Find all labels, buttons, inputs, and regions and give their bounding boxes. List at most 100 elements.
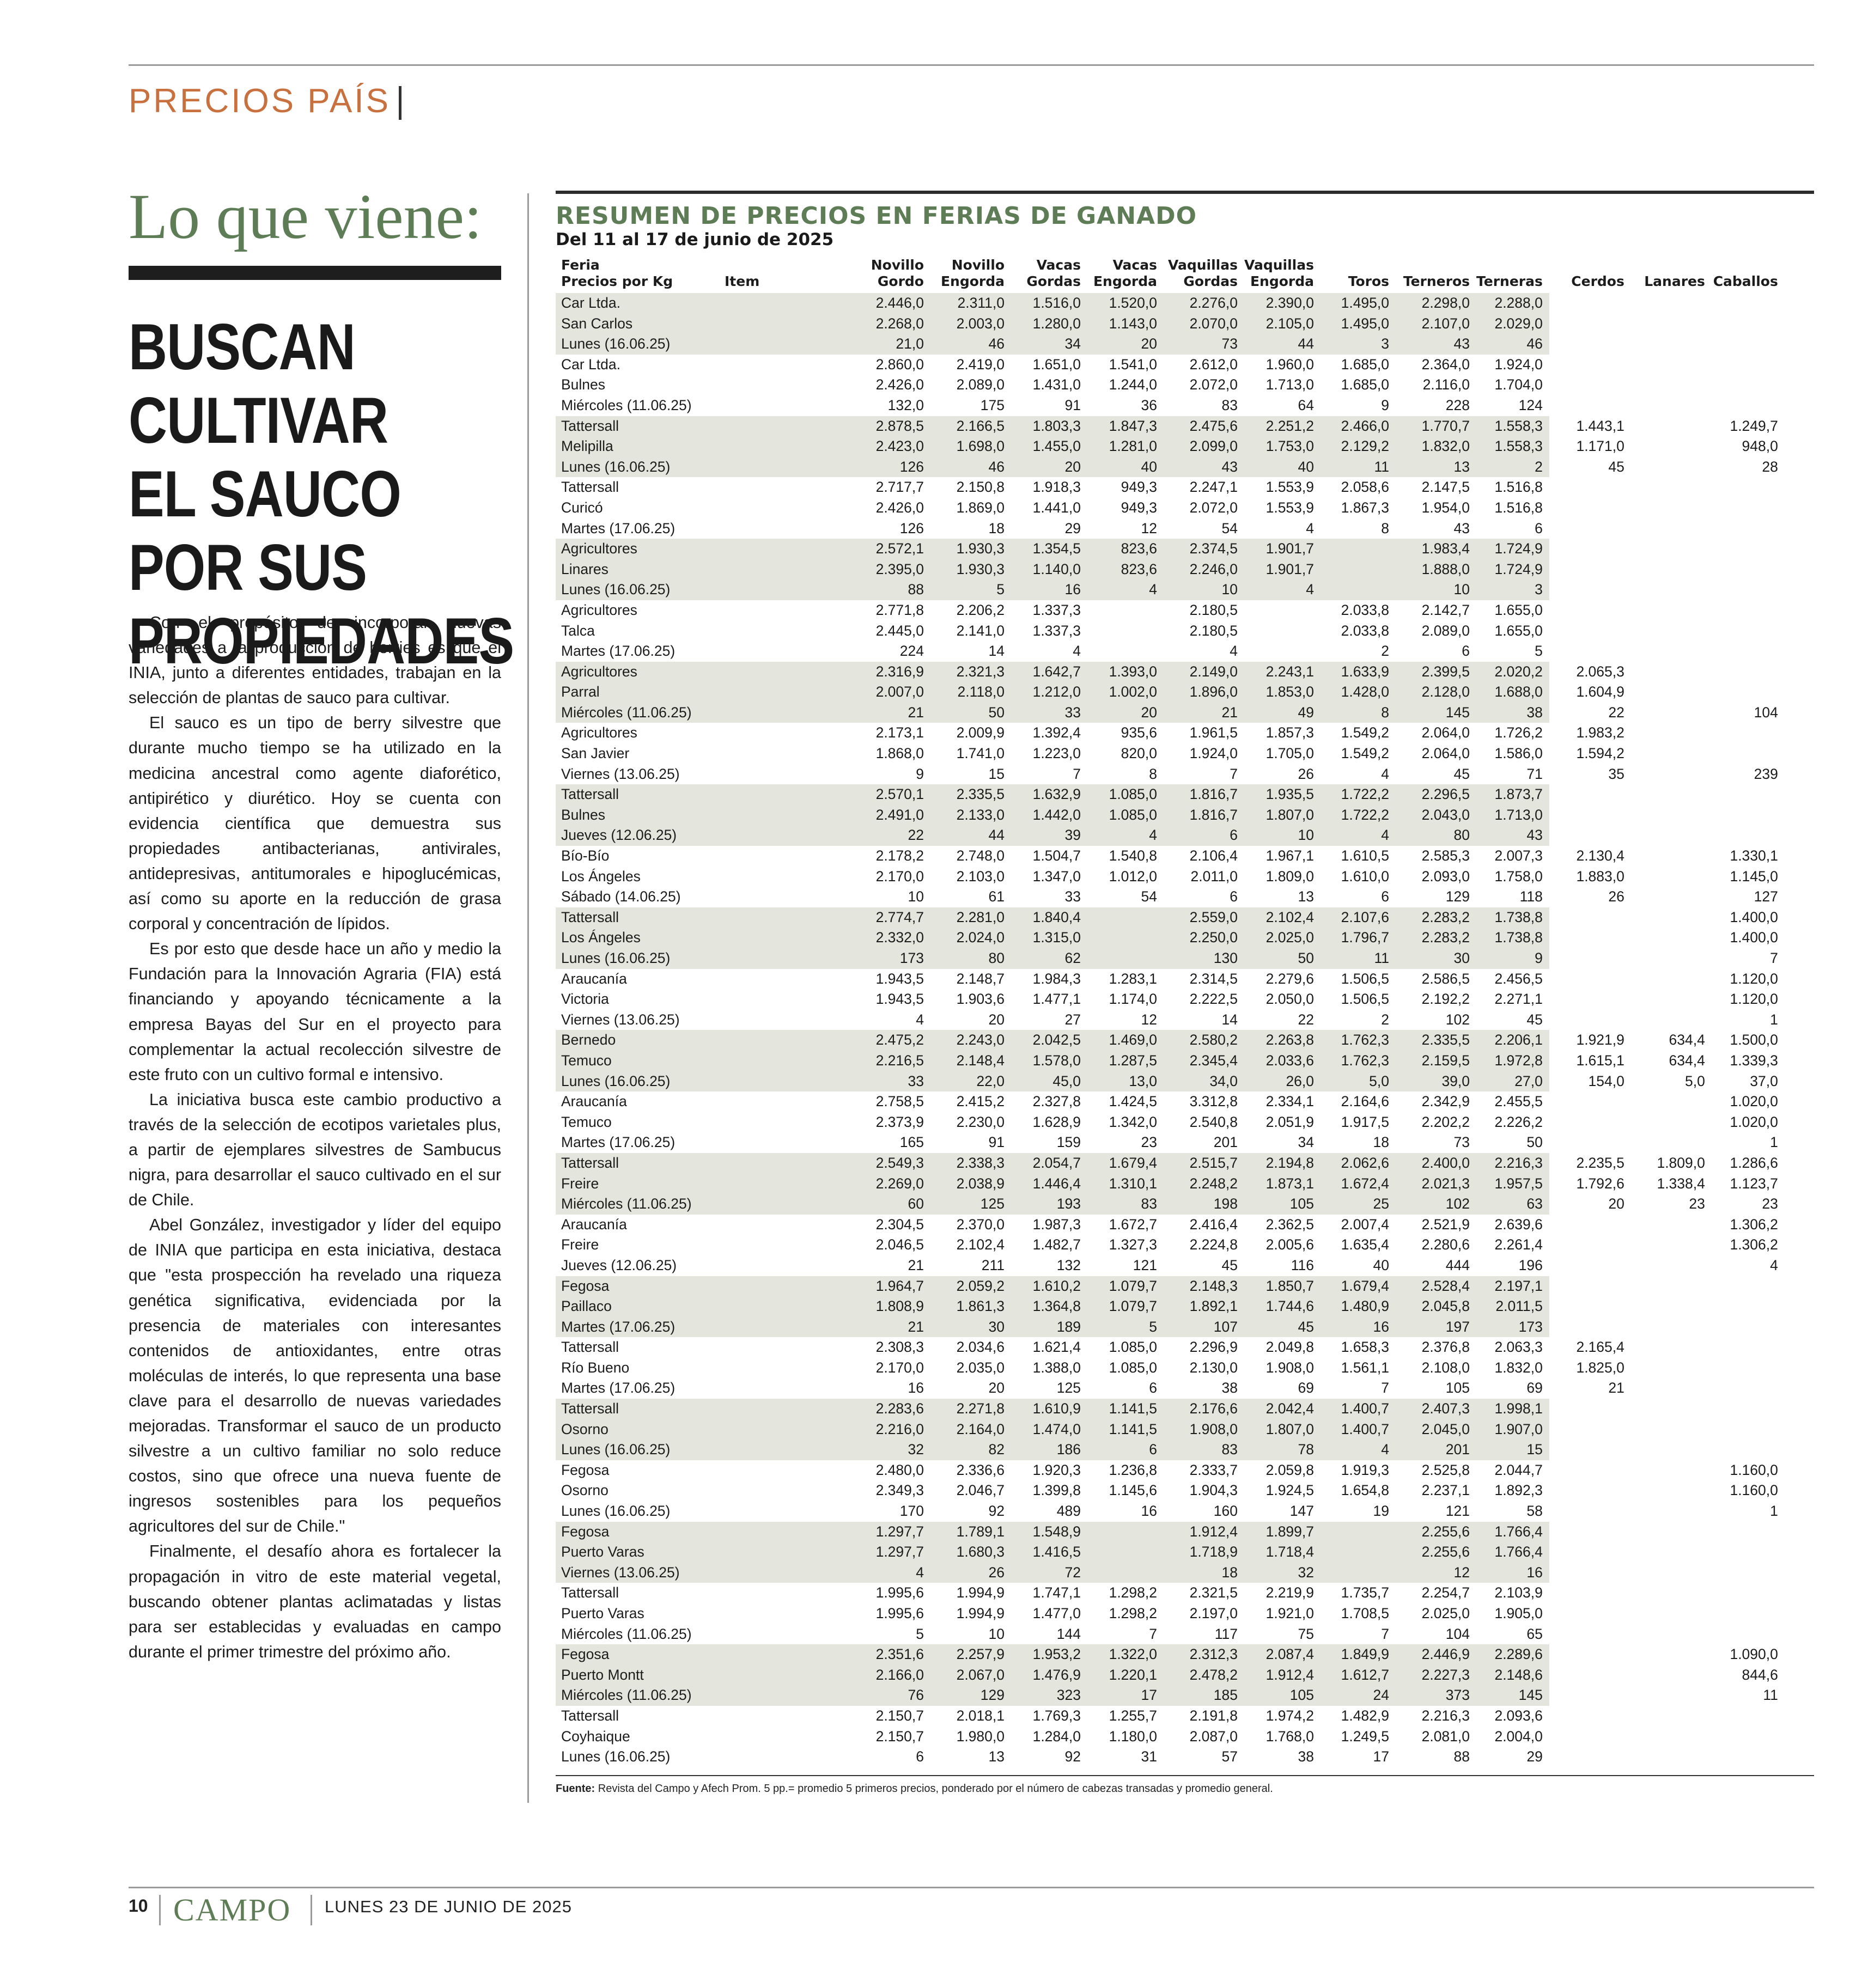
price-cell: 2.226,2 <box>1494 1113 1543 1130</box>
price-cell: 1.516,8 <box>1494 499 1543 516</box>
price-cell: 1.943,5 <box>875 991 924 1008</box>
price-cell <box>1549 1255 1631 1276</box>
price-cell <box>1712 1583 1785 1603</box>
price-cell: 34,0 <box>1164 1071 1244 1092</box>
price-cell: 1.967,1 <box>1265 847 1315 864</box>
price-cell <box>1712 743 1785 764</box>
column-header-line1: Vaquillas <box>1244 257 1315 273</box>
table-row: Tattersall 2.878,5 2.166,5 1.803,3 1.847,3 2.… <box>556 416 1785 437</box>
row-label: Miércoles (11.06.25) <box>561 1625 692 1642</box>
price-cell: 1.679,4 <box>1087 1152 1164 1174</box>
price-cell: 2.149,0 <box>1164 661 1244 682</box>
price-cell: 7 <box>1381 1380 1390 1397</box>
price-cell: 1.816,7 <box>1164 804 1244 826</box>
price-cell: 2.102,4 <box>956 1236 1005 1253</box>
price-cell: 1.495,0 <box>1321 313 1396 334</box>
price-cell: 2.003,0 <box>930 313 1011 334</box>
price-cell: 2.093,0 <box>1421 868 1470 885</box>
price-cell: 2.166,0 <box>849 1664 930 1686</box>
price-cell: 6 <box>916 1748 924 1765</box>
price-cell: 2.176,6 <box>1164 1399 1244 1419</box>
row-label: Lunes (16.06.25) <box>556 580 849 600</box>
table-row: Lunes (16.06.25) 88 5 16 4 10 4 10 3 <box>556 580 1785 600</box>
row-label: Lunes (16.06.25) <box>556 1440 849 1460</box>
price-cell <box>1712 1296 1785 1317</box>
price-cell <box>1631 1460 1712 1481</box>
price-cell: 228 <box>1445 397 1470 413</box>
price-cell: 1.807,0 <box>1244 1419 1321 1440</box>
row-label: Jueves (12.06.25) <box>561 1257 677 1273</box>
price-cell: 20 <box>988 1011 1005 1028</box>
price-cell: 2.271,1 <box>1494 991 1543 1008</box>
column-header: Vaquillas Engorda <box>1244 257 1321 293</box>
price-cell: 45 <box>1244 1316 1321 1338</box>
price-cell <box>1631 1706 1712 1727</box>
price-cell: 116 <box>1291 1257 1315 1273</box>
price-cell: 1.541,0 <box>1109 356 1157 373</box>
price-cell <box>1244 621 1321 642</box>
price-cell: 2.042,4 <box>1244 1399 1321 1419</box>
price-cell <box>1712 1747 1785 1767</box>
price-cell <box>1631 436 1712 457</box>
price-cell: 1.085,0 <box>1087 784 1164 805</box>
column-header-line2: Terneros <box>1403 273 1470 289</box>
price-cell: 1.816,7 <box>1164 784 1244 805</box>
price-cell: 1.558,3 <box>1476 416 1549 437</box>
price-cell <box>1087 907 1164 928</box>
price-cell: 2.304,5 <box>875 1216 924 1233</box>
price-cell <box>1712 1358 1785 1379</box>
table-row: Viernes (13.06.25) 4 20 27 12 14 22 2 102 45 1 <box>556 1010 1785 1030</box>
price-cell: 1.698,0 <box>930 436 1011 457</box>
price-cell: 2.345,4 <box>1164 1050 1244 1071</box>
price-cell: 44 <box>1244 334 1321 355</box>
price-cell: 2.029,0 <box>1476 313 1549 334</box>
price-cell: 1.286,6 <box>1730 1154 1778 1171</box>
table-row: Tattersall 2.774,7 2.281,0 1.840,4 2.559,0 2.… <box>556 907 1785 928</box>
price-cell: 2.170,0 <box>875 868 924 885</box>
price-cell <box>1549 1112 1631 1133</box>
price-cell: 2.480,0 <box>875 1461 924 1478</box>
price-cell: 36 <box>1141 397 1157 413</box>
price-cell: 323 <box>1011 1685 1087 1706</box>
row-label: Freire <box>561 1236 599 1253</box>
price-cell <box>1631 600 1712 621</box>
price-cell <box>1631 375 1712 395</box>
price-cell: 1.861,3 <box>930 1296 1011 1317</box>
price-cell: 949,3 <box>1121 499 1157 516</box>
price-cell <box>1087 948 1164 969</box>
price-cell: 1.847,3 <box>1087 416 1164 437</box>
price-cell: 2.639,6 <box>1494 1216 1543 1233</box>
price-cell: 1.506,5 <box>1341 991 1390 1008</box>
price-cell: 1.141,5 <box>1087 1399 1164 1419</box>
price-cell <box>1712 621 1785 642</box>
price-cell: 34 <box>1011 334 1087 355</box>
price-cell <box>1712 723 1785 743</box>
row-label: Tattersall <box>556 784 849 805</box>
price-cell: 1.654,8 <box>1341 1482 1390 1499</box>
price-cell: 2.035,0 <box>956 1359 1005 1376</box>
price-cell: 17 <box>1373 1748 1390 1765</box>
price-cell: 1.339,3 <box>1730 1052 1778 1069</box>
price-cell: 13 <box>988 1748 1005 1765</box>
price-cell: 173 <box>1476 1316 1549 1338</box>
price-cell: 1.610,5 <box>1341 847 1390 864</box>
column-header: Feria Precios por Kg <box>556 257 719 293</box>
price-cell: 1.935,5 <box>1244 784 1321 805</box>
price-cell: 2.549,3 <box>849 1152 930 1174</box>
price-cell: 2.150,8 <box>956 479 1005 496</box>
price-cell <box>1631 416 1712 437</box>
price-cell: 2.150,7 <box>875 1728 924 1745</box>
price-cell: 2.308,3 <box>875 1339 924 1356</box>
price-cell: 1.917,5 <box>1341 1113 1390 1130</box>
price-cell: 1 <box>1770 1503 1778 1520</box>
table-row: Jueves (12.06.25) 21 211 132 121 45 116 40 444 19… <box>556 1255 1785 1276</box>
price-cell: 5,0 <box>1685 1072 1705 1089</box>
price-cell <box>1712 1276 1785 1297</box>
row-label: Melipilla <box>556 436 849 457</box>
table-row: Lunes (16.06.25) 32 82 186 6 83 78 4 201 15 <box>556 1440 1785 1460</box>
price-cell: 2.108,0 <box>1421 1359 1470 1376</box>
price-cell: 1.090,0 <box>1730 1646 1778 1663</box>
price-cell: 1.604,9 <box>1576 684 1624 700</box>
column-header-line2: Engorda <box>940 273 1005 289</box>
price-cell <box>1631 887 1712 907</box>
